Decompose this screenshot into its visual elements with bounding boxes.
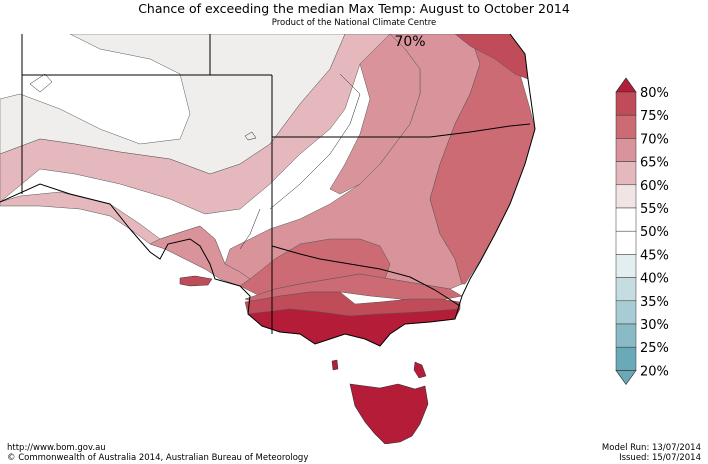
footer-url[interactable]: http://www.bom.gov.au [7, 443, 106, 453]
legend-label: 75% [640, 109, 669, 124]
legend-label: 20% [640, 364, 669, 379]
legend-swatch [615, 323, 637, 348]
footer-model-run: Model Run: 13/07/2014 [601, 443, 701, 453]
legend-swatch [615, 207, 637, 232]
legend-label: 30% [640, 318, 669, 333]
coastline [0, 34, 536, 347]
legend-label: 80% [640, 86, 669, 101]
legend-label: 35% [640, 295, 669, 310]
footer-issued: Issued: 15/07/2014 [619, 453, 701, 463]
king-island [331, 359, 339, 371]
footer-copyright: © Commonwealth of Australia 2014, Austra… [7, 453, 309, 463]
legend-label: 45% [640, 248, 669, 263]
legend-swatch [615, 346, 637, 371]
zone-70-75 [429, 34, 536, 285]
legend: 80% 75% 70% 65% 60% 55% 50% 45% 40% 35% 30% 25% 20% [615, 77, 669, 386]
map-subtitle: Product of the National Climate Centre [271, 18, 437, 28]
zone-65-70-top [329, 34, 421, 195]
legend-swatch [615, 184, 637, 209]
legend-label: 60% [640, 179, 669, 194]
legend-arrow-top [615, 77, 637, 93]
legend-label: 70% [640, 132, 669, 147]
legend-swatch [615, 161, 637, 186]
legend-swatch [615, 230, 637, 255]
legend-swatch [615, 138, 637, 162]
flinders-island [413, 361, 427, 379]
contour-label-70: 70% [394, 34, 425, 50]
legend-swatch [615, 114, 637, 139]
zone-65-70-sa [149, 225, 251, 287]
legend-colorbar [615, 77, 637, 386]
legend-label: 65% [640, 156, 669, 171]
border-qld-nsw [272, 123, 531, 138]
outlook-map: 70% [0, 34, 600, 444]
legend-labels: 80% 75% 70% 65% 60% 55% 50% 45% 40% 35% 30% 25% 20% [640, 86, 669, 379]
legend-label: 40% [640, 272, 669, 287]
tasmania [349, 383, 429, 444]
legend-arrow-bottom [615, 370, 637, 386]
map-title: Chance of exceeding the median Max Temp:… [138, 1, 570, 16]
legend-label: 25% [640, 341, 669, 356]
legend-swatch [615, 91, 637, 116]
legend-swatch [615, 277, 637, 302]
legend-swatch [615, 300, 637, 325]
border-nsw-vic [271, 245, 461, 307]
kangaroo-island [179, 275, 213, 287]
legend-label: 55% [640, 202, 669, 217]
legend-swatch [615, 254, 637, 278]
legend-label: 50% [640, 225, 669, 240]
